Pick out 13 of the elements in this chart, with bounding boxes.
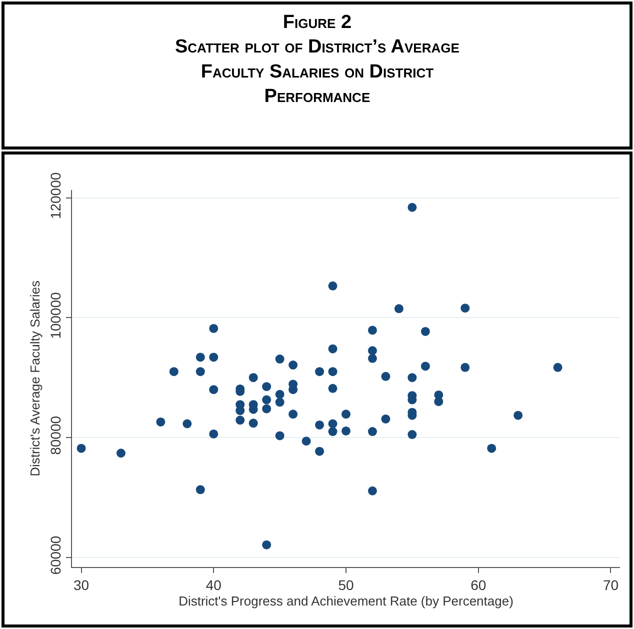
x-tick-label: 30 xyxy=(73,576,90,593)
chart-title: Figure 2 xyxy=(282,12,352,33)
chart-subtitle: Scatter plot of District’s Average Faculty Salaries on District Performance xyxy=(175,36,460,108)
y-tick-label: 100000 xyxy=(47,292,64,339)
y-tick-label: 120000 xyxy=(47,172,64,220)
y-tick-label: 80000 xyxy=(47,416,64,455)
x-tick-label: 50 xyxy=(338,576,354,593)
y-tick-label: 60000 xyxy=(47,536,64,575)
x-tick-label: 60 xyxy=(470,576,486,593)
y-axis-title: District's Average Faculty Salaries xyxy=(27,280,42,476)
x-axis-title: District's Progress and Achievement Rate (by Percentage) xyxy=(178,593,514,608)
x-tick-label: 40 xyxy=(206,576,222,593)
x-tick-label: 70 xyxy=(602,576,619,593)
